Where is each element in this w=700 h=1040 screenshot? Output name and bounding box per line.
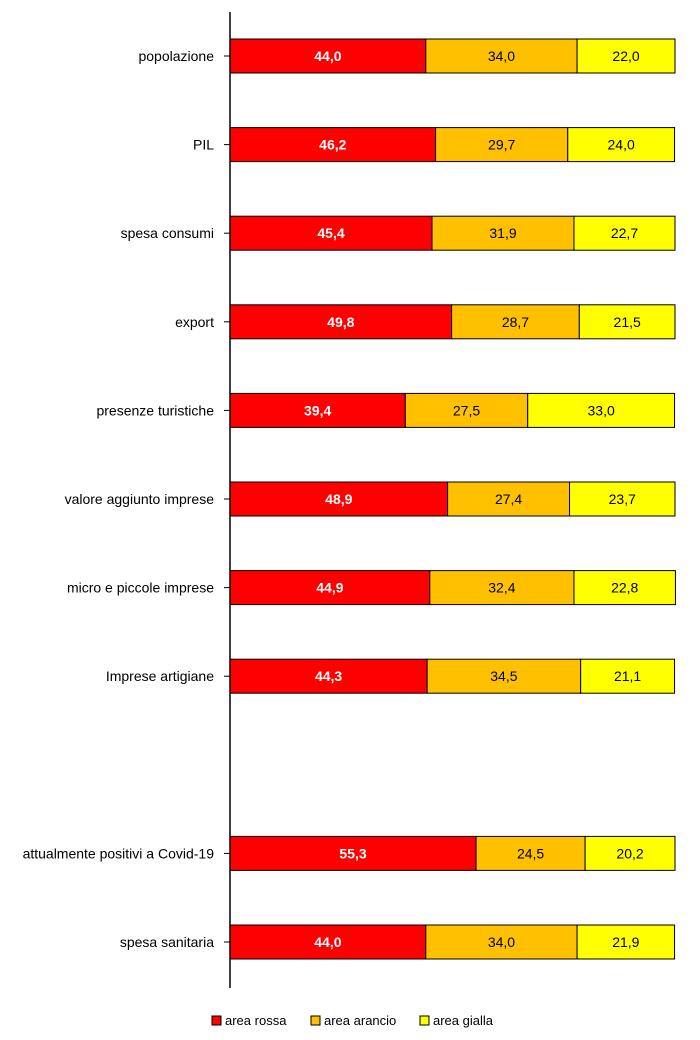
bar-segment — [229, 658, 428, 694]
legend-swatch — [211, 1015, 222, 1026]
bar-segment — [425, 924, 578, 960]
data-label: 31,9 — [489, 225, 516, 241]
data-label: 22,7 — [611, 225, 638, 241]
bar-segment — [447, 481, 571, 517]
category-label: spesa sanitaria — [120, 934, 214, 950]
bar-segment — [229, 392, 406, 428]
category-labels-group: popolazione PIL spesa consumi export presenz… — [23, 48, 230, 950]
category-label: presenze turistiche — [96, 402, 214, 418]
data-label: 49,8 — [327, 314, 354, 330]
data-label: 23,7 — [609, 491, 636, 507]
data-label: 34,5 — [490, 668, 517, 684]
legend-label: area rossa — [225, 1013, 287, 1028]
legend-swatch — [419, 1015, 430, 1026]
bar-segment — [573, 570, 676, 606]
category-label: PIL — [193, 137, 214, 153]
category-label: spesa consumi — [121, 225, 214, 241]
bar-segment — [431, 215, 575, 251]
legend-label: area arancio — [324, 1013, 396, 1028]
data-label: 21,9 — [612, 934, 639, 950]
data-label: 22,0 — [612, 48, 639, 64]
data-label: 22,8 — [611, 580, 638, 596]
data-label: 34,0 — [488, 48, 515, 64]
data-label: 32,4 — [488, 580, 515, 596]
bar-segment — [426, 658, 582, 694]
bar-segment — [229, 304, 453, 340]
bar-segment — [580, 658, 676, 694]
data-label: 44,0 — [314, 934, 341, 950]
data-label: 21,5 — [614, 314, 641, 330]
data-label: 28,7 — [502, 314, 529, 330]
data-label: 44,9 — [316, 580, 343, 596]
data-label: 27,5 — [453, 402, 480, 418]
data-label: 55,3 — [339, 845, 366, 861]
category-label: popolazione — [138, 48, 214, 64]
data-label: 24,0 — [608, 137, 635, 153]
bar-segment — [404, 392, 529, 428]
bar-segment — [527, 392, 676, 428]
category-label: attualmente positivi a Covid-19 — [23, 845, 215, 861]
category-label: Imprese artigiane — [106, 668, 214, 684]
bar-segment — [229, 38, 427, 74]
legend-label: area gialla — [433, 1013, 494, 1028]
bar-segment — [229, 924, 427, 960]
data-label: 33,0 — [588, 402, 615, 418]
data-label: 27,4 — [495, 491, 522, 507]
data-label: 21,1 — [614, 668, 641, 684]
bar-segment — [425, 38, 578, 74]
data-label: 44,0 — [314, 48, 341, 64]
bar-segment — [229, 835, 477, 871]
data-label: 39,4 — [304, 402, 331, 418]
bar-segment — [578, 304, 676, 340]
bar-segment — [229, 570, 431, 606]
bar-segment — [229, 215, 433, 251]
data-label: 45,4 — [317, 225, 344, 241]
bar-segment — [429, 570, 575, 606]
data-label: 34,0 — [488, 934, 515, 950]
data-label: 44,3 — [315, 668, 342, 684]
bar-segment — [569, 481, 676, 517]
category-label: export — [175, 314, 214, 330]
bar-segment — [435, 127, 569, 163]
data-label: 48,9 — [325, 491, 352, 507]
legend: area rossa area arancio area gialla — [211, 1013, 494, 1028]
legend-swatch — [310, 1015, 321, 1026]
bar-segment — [567, 127, 676, 163]
data-label: 29,7 — [488, 137, 515, 153]
data-label: 46,2 — [319, 137, 346, 153]
bars-group: 44,0 34,0 22,0 46,2 29,7 24,0 45,4 31,9 22,7 49,8… — [229, 38, 676, 960]
category-label: micro e piccole imprese — [67, 580, 214, 596]
bar-segment — [584, 835, 676, 871]
data-label: 20,2 — [616, 845, 643, 861]
category-label: valore aggiunto imprese — [65, 491, 215, 507]
data-label: 24,5 — [517, 845, 544, 861]
bar-segment — [576, 38, 676, 74]
bar-segment — [573, 215, 676, 251]
bar-segment — [576, 924, 676, 960]
